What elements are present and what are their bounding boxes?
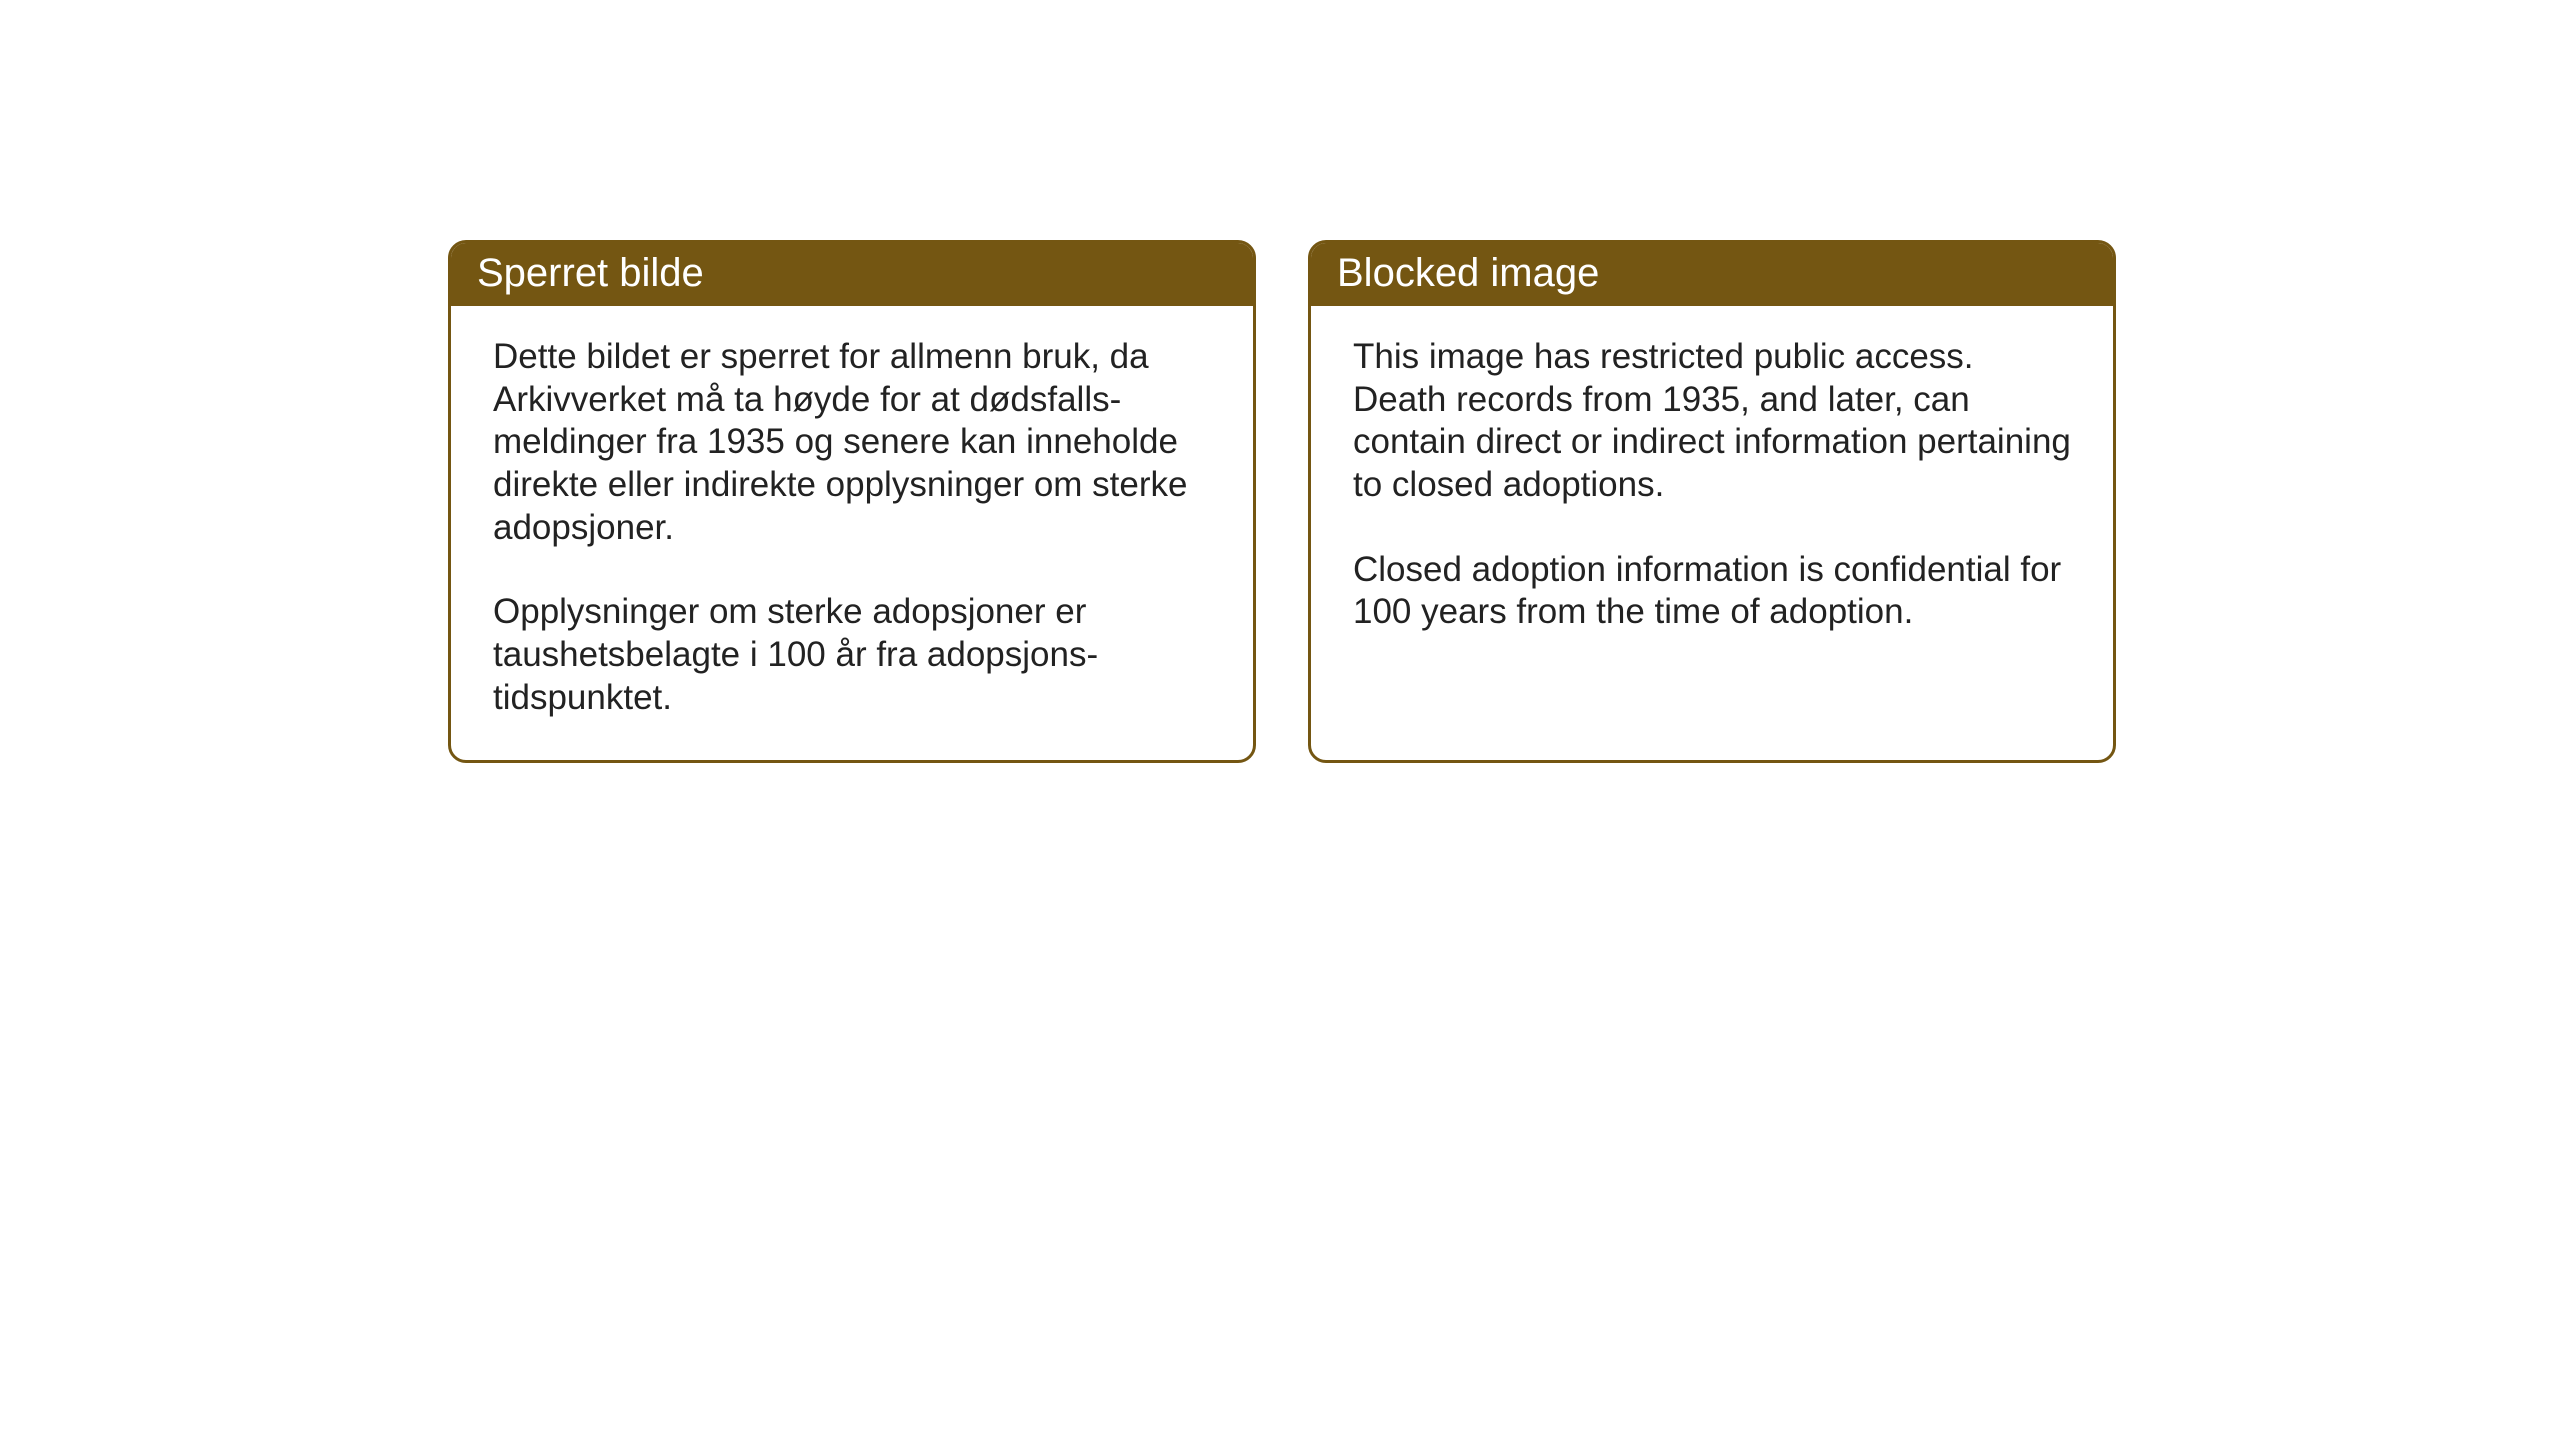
- notice-text-norwegian-p1: Dette bildet er sperret for allmenn bruk…: [493, 336, 1211, 549]
- panel-body-norwegian: Dette bildet er sperret for allmenn bruk…: [451, 306, 1253, 760]
- panel-body-english: This image has restricted public access.…: [1311, 306, 2113, 674]
- panel-title-norwegian: Sperret bilde: [451, 243, 1253, 306]
- notice-text-english-p2: Closed adoption information is confident…: [1353, 549, 2071, 634]
- notice-panel-norwegian: Sperret bilde Dette bildet er sperret fo…: [448, 240, 1256, 763]
- notice-text-norwegian-p2: Opplysninger om sterke adopsjoner er tau…: [493, 591, 1211, 719]
- notice-container: Sperret bilde Dette bildet er sperret fo…: [448, 240, 2116, 763]
- notice-panel-english: Blocked image This image has restricted …: [1308, 240, 2116, 763]
- panel-title-english: Blocked image: [1311, 243, 2113, 306]
- notice-text-english-p1: This image has restricted public access.…: [1353, 336, 2071, 507]
